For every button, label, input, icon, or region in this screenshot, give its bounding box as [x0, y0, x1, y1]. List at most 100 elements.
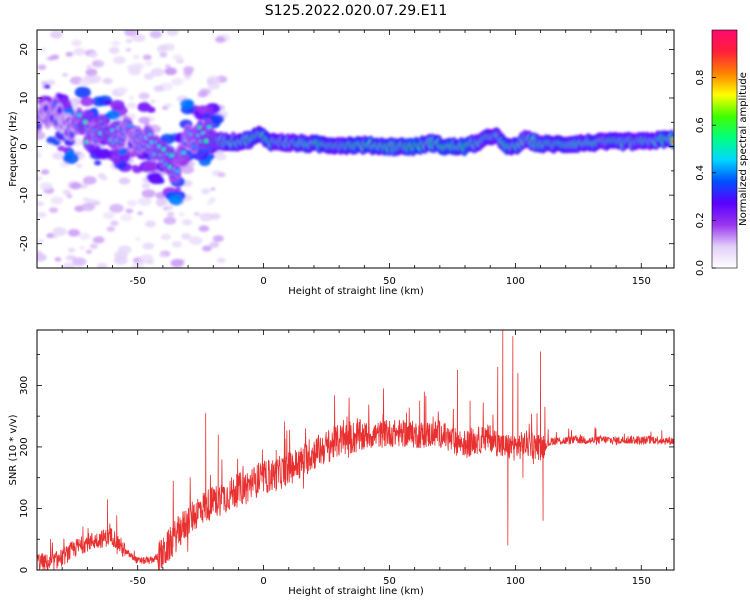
spectrogram-y-tick-label: -10 — [19, 187, 30, 203]
spectrogram-cell — [196, 105, 209, 114]
spectrogram-cell — [180, 98, 195, 109]
spectrogram-cell — [40, 48, 47, 52]
spectrogram-cell — [214, 152, 227, 161]
spectrogram-cell — [62, 152, 79, 165]
spectrogram-cell — [37, 64, 47, 70]
spectrogram-cell — [160, 233, 171, 241]
spectrogram-cell — [108, 47, 120, 54]
spectrogram-cell — [180, 233, 192, 240]
spectrogram-cell — [135, 237, 141, 241]
spectrogram-cell — [116, 86, 128, 94]
colorbar-tick-label: 0.4 — [695, 165, 706, 181]
spectrogram-cell — [159, 253, 167, 258]
spectrogram-x-tick-label: 0 — [260, 276, 266, 287]
spectrogram-cell — [166, 211, 175, 217]
snr-y-ticks: 0 100 200 300 — [19, 354, 674, 573]
snr-frame — [36, 329, 675, 571]
spectrogram-cell — [141, 182, 151, 189]
spectrogram-x-tick-label: 50 — [383, 276, 396, 287]
spectrogram-cell — [37, 201, 45, 207]
spectrogram-cell — [73, 47, 86, 56]
colorbar-gradient — [711, 29, 738, 269]
spectrogram-y-tick-label: 10 — [19, 92, 30, 105]
spectrogram-frame — [36, 29, 675, 269]
spectrogram-panel: -50 0 50 100 150 -20 -10 0 10 20 Height of strai… — [8, 29, 675, 297]
spectrogram-cell — [170, 258, 184, 268]
spectrogram-cell — [159, 51, 168, 57]
spectrogram-cell — [117, 148, 128, 156]
spectrogram-cell — [102, 77, 113, 85]
spectrogram-cell — [209, 241, 220, 248]
spectrogram-cell — [169, 153, 174, 158]
spectrogram-cell — [132, 54, 140, 59]
snr-x-tick-label: 0 — [260, 576, 266, 587]
spectrogram-cell — [143, 161, 159, 173]
snr-x-tick-label: 150 — [632, 576, 651, 587]
spectrogram-cell — [150, 99, 156, 104]
spectrogram-cell — [102, 211, 115, 220]
spectrogram-cell — [91, 59, 105, 68]
snr-x-tick-label: 50 — [383, 576, 396, 587]
spectrogram-y-ticks: -20 -10 0 10 20 — [19, 43, 674, 269]
spectrogram-cell — [86, 65, 92, 69]
spectrogram-cell — [142, 54, 152, 61]
spectrogram-cell — [52, 101, 58, 107]
spectrogram-cell — [206, 201, 213, 206]
spectrogram-cell — [125, 48, 132, 52]
spectrogram-cell — [74, 86, 91, 99]
spectrogram-cell — [126, 199, 138, 207]
spectrogram-cell — [103, 99, 112, 106]
colorbar-tick-label: 0.8 — [695, 70, 706, 86]
spectrogram-cell — [66, 194, 73, 199]
spectrogram-cell — [125, 38, 133, 43]
spectrogram-cell — [217, 172, 226, 178]
spectrogram-cell — [109, 203, 124, 213]
spectrogram-x-tick-label: 150 — [632, 276, 651, 287]
snr-y-tick-label: 200 — [19, 437, 30, 456]
spectrogram-cell — [72, 257, 87, 267]
spectrogram-cell — [37, 238, 45, 243]
spectrogram-cell — [163, 216, 177, 225]
spectrogram-cell — [137, 259, 146, 265]
spectrogram-cell — [62, 189, 72, 195]
spectrogram-cell — [85, 249, 93, 254]
spectrogram-cell — [144, 60, 153, 66]
snr-y-tick-label: 0 — [19, 567, 30, 573]
spectrogram-cell — [41, 81, 48, 85]
spectrogram-cell — [71, 39, 82, 47]
spectrogram-cell — [178, 212, 185, 217]
spectrogram-cell — [137, 211, 144, 216]
spectrogram-cell — [216, 257, 226, 264]
snr-y-label: SNR (10 * v/v) — [8, 414, 19, 485]
spectrogram-cell — [93, 236, 105, 244]
spectrogram-cell — [88, 74, 102, 84]
spectrogram-cell — [46, 136, 57, 144]
spectrogram-cell — [197, 91, 208, 98]
spectrogram-cell — [52, 152, 64, 160]
spectrogram-cell — [201, 188, 211, 195]
spectrogram-cell — [166, 30, 179, 37]
spectrogram-cell — [57, 108, 62, 113]
spectrogram-cell — [145, 259, 155, 265]
spectrogram-cell — [97, 173, 106, 179]
spectrogram-cell — [78, 232, 91, 240]
spectrogram-x-tick-label: 100 — [506, 276, 525, 287]
spectrogram-cell — [126, 123, 132, 128]
spectrogram-cell — [79, 246, 85, 250]
spectrogram-cell — [43, 106, 49, 111]
spectrogram-cell — [54, 257, 62, 262]
spectrogram-cell — [50, 30, 63, 39]
spectrogram-x-ticks: -50 0 50 100 150 — [36, 30, 667, 287]
spectrogram-cell — [202, 245, 212, 252]
spectrogram-cell — [138, 116, 150, 124]
spectrogram-cell — [110, 99, 125, 111]
spectrogram-cell — [106, 110, 121, 120]
colorbar-tick-label: 0.6 — [695, 117, 706, 133]
spectrogram-cell — [164, 103, 172, 108]
spectrogram-cell — [37, 152, 43, 159]
colorbar: 0.0 0.2 0.4 0.6 0.8 Normalized spectral ampl… — [695, 29, 749, 276]
snr-panel: -50 0 50 100 150 0 100 200 300 Height of straig… — [8, 329, 675, 597]
spectrogram-cell — [670, 138, 674, 144]
spectrogram-cell — [132, 33, 146, 43]
spectrogram-cell — [37, 175, 43, 181]
